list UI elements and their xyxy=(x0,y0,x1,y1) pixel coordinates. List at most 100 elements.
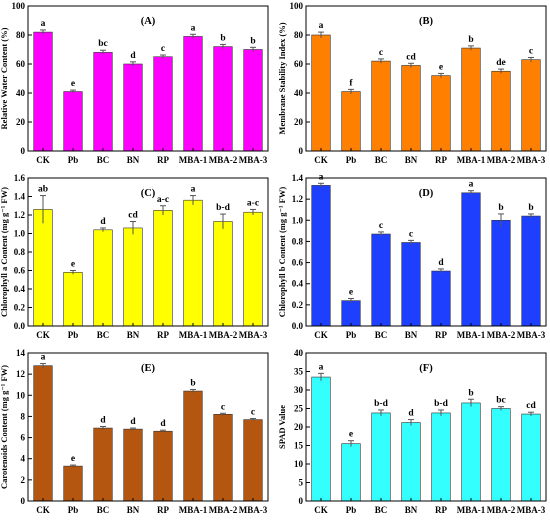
y-tick-label: 2 xyxy=(21,475,26,485)
x-tick-label: Pb xyxy=(346,505,357,515)
significance-label: c xyxy=(251,408,255,418)
x-tick-label: MBA-1 xyxy=(179,330,208,340)
x-tick-label: MBA-2 xyxy=(487,505,516,515)
y-tick-label: 100 xyxy=(290,1,304,11)
significance-label: e xyxy=(349,430,353,440)
y-tick-label: 10 xyxy=(16,390,26,400)
x-tick-label: MBA-1 xyxy=(457,155,486,165)
significance-label: de xyxy=(496,58,506,68)
panel-label: (E) xyxy=(141,363,156,374)
x-tick-label: MBA-3 xyxy=(517,155,546,165)
chart-panel-5: 0 2 4 6 8 10 12 14 a CK e Pb d BC d BN d RP b MBA-1 c MBA-2 c M… xyxy=(0,348,269,515)
significance-label: f xyxy=(349,78,353,88)
bar xyxy=(311,34,331,152)
bar xyxy=(521,413,541,502)
plot-frame xyxy=(27,5,269,152)
x-tick-label: BN xyxy=(405,505,418,515)
bar xyxy=(521,59,541,152)
x-tick-label: Pb xyxy=(68,505,79,515)
bar xyxy=(311,185,331,327)
significance-label: b-d xyxy=(374,399,388,409)
x-tick-label: BN xyxy=(127,155,140,165)
bar xyxy=(491,219,511,327)
chart-panel-1: 0 20 40 60 80 100 a CK e Pb bc BC d BN c RP a MBA-1 b MBA-2… xyxy=(0,1,269,165)
x-tick-label: CK xyxy=(314,330,328,340)
x-tick-label: BC xyxy=(375,155,388,165)
bar xyxy=(213,414,233,502)
y-tick-label: 5 xyxy=(299,478,304,488)
bar xyxy=(213,221,233,327)
significance-label: d xyxy=(130,51,136,61)
panel-label: (F) xyxy=(419,363,433,374)
significance-label: c xyxy=(221,402,225,412)
bar xyxy=(341,300,361,327)
y-axis-label: Membrane Stability Index (%) xyxy=(277,22,287,134)
x-tick-label: MBA-3 xyxy=(517,330,546,340)
significance-label: c xyxy=(379,221,383,231)
significance-label: a xyxy=(41,353,46,363)
panel-label: (A) xyxy=(141,16,156,27)
significance-label: cd xyxy=(128,210,138,220)
significance-label: a-c xyxy=(157,195,169,205)
bar xyxy=(431,270,451,327)
significance-label: a xyxy=(319,172,324,182)
bar xyxy=(243,49,263,152)
bar xyxy=(63,465,83,502)
y-tick-label: 12 xyxy=(16,369,26,379)
bar xyxy=(401,422,421,502)
chart-panel-2: 0 20 40 60 80 100 a CK f Pb c BC cd BN e RP b MBA-1 de MBA-… xyxy=(277,1,547,165)
significance-label: a xyxy=(319,362,324,372)
y-tick-label: 0 xyxy=(299,146,304,156)
bar xyxy=(153,210,173,327)
significance-label: a-c xyxy=(247,198,259,208)
y-tick-label: 1.4 xyxy=(292,173,304,183)
panel-label: (B) xyxy=(419,16,434,27)
significance-label: cd xyxy=(526,401,536,411)
significance-label: b xyxy=(528,203,533,213)
bar xyxy=(153,430,173,502)
significance-label: b-d xyxy=(434,399,448,409)
significance-label: d xyxy=(160,419,166,429)
bar xyxy=(213,46,233,152)
x-tick-label: BN xyxy=(127,505,140,515)
y-tick-label: 0.6 xyxy=(292,258,304,268)
significance-label: a xyxy=(191,185,196,195)
significance-label: e xyxy=(439,62,443,72)
bar xyxy=(521,215,541,327)
y-axis-label: Carotenoids Content (mg g⁻¹ FW) xyxy=(0,365,9,489)
x-tick-label: BN xyxy=(405,330,418,340)
y-tick-label: 0.4 xyxy=(292,279,304,289)
significance-label: a xyxy=(191,23,196,33)
plot-frame xyxy=(305,352,547,502)
bar xyxy=(491,408,511,502)
y-tick-label: 1.2 xyxy=(14,210,26,220)
bar xyxy=(431,412,451,502)
significance-label: b-d xyxy=(216,203,230,213)
x-tick-label: Pb xyxy=(346,155,357,165)
y-axis-label: SPAD Value xyxy=(277,405,287,449)
bar xyxy=(461,402,481,502)
y-tick-label: 6 xyxy=(21,433,26,443)
significance-label: c xyxy=(161,44,165,54)
y-tick-label: 10 xyxy=(294,459,304,469)
significance-label: e xyxy=(71,260,75,270)
y-tick-label: 1.2 xyxy=(292,194,304,204)
x-tick-label: BC xyxy=(375,505,388,515)
plot-frame xyxy=(27,177,269,327)
y-axis-label: Chlorophyll b Content (mg g⁻¹ FW) xyxy=(277,187,287,318)
bar xyxy=(183,199,203,327)
bar xyxy=(491,70,511,152)
bar xyxy=(123,227,143,327)
bar xyxy=(33,209,53,327)
x-tick-label: MBA-3 xyxy=(239,505,268,515)
significance-label: d xyxy=(408,409,414,419)
plot-frame xyxy=(27,352,269,502)
y-tick-label: 0.0 xyxy=(14,321,26,331)
significance-label: a xyxy=(41,19,46,29)
y-tick-label: 4 xyxy=(21,454,26,464)
significance-label: b xyxy=(498,203,503,213)
y-tick-label: 0 xyxy=(21,146,26,156)
x-tick-label: BC xyxy=(97,330,110,340)
bar xyxy=(183,390,203,502)
bar xyxy=(341,91,361,152)
